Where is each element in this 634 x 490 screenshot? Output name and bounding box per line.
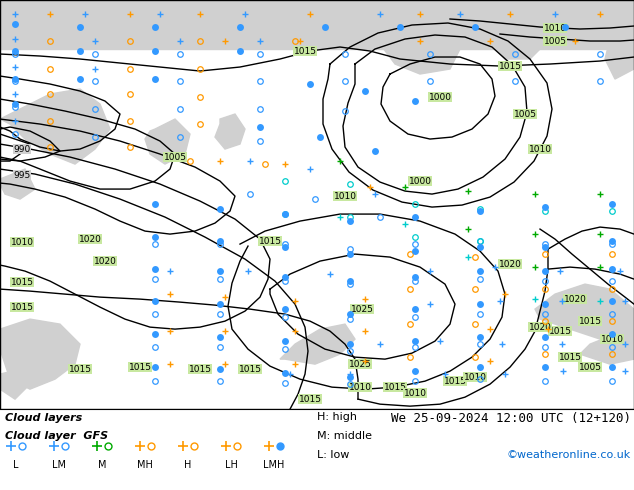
Text: 1020: 1020 [564, 294, 586, 304]
Text: 1000: 1000 [408, 176, 432, 186]
Text: 1015: 1015 [238, 365, 261, 374]
Text: We 25-09-2024 12:00 UTC (12+120): We 25-09-2024 12:00 UTC (12+120) [391, 412, 631, 425]
Text: 1025: 1025 [349, 360, 372, 368]
Text: 1010: 1010 [349, 383, 372, 392]
Polygon shape [280, 324, 355, 364]
Text: ©weatheronline.co.uk: ©weatheronline.co.uk [507, 450, 631, 460]
Text: 1020: 1020 [79, 235, 101, 244]
Polygon shape [0, 0, 60, 49]
Text: 1015: 1015 [11, 303, 34, 312]
Text: L: L [13, 460, 19, 470]
Text: 1020: 1020 [94, 257, 117, 266]
Text: 1005: 1005 [164, 152, 186, 162]
Polygon shape [0, 0, 120, 49]
Text: 1015: 1015 [498, 62, 522, 71]
Polygon shape [145, 119, 190, 164]
Text: H: H [184, 460, 191, 470]
Text: 1020: 1020 [529, 322, 552, 332]
Polygon shape [0, 319, 80, 389]
Text: 1010: 1010 [11, 238, 34, 246]
Text: 1015: 1015 [444, 377, 467, 386]
Text: 1015: 1015 [188, 365, 212, 374]
Text: H: high: H: high [317, 412, 357, 422]
Text: 1015: 1015 [129, 363, 152, 371]
Text: 1015: 1015 [259, 237, 281, 245]
Text: 1010: 1010 [403, 389, 427, 398]
Text: 1015: 1015 [299, 394, 321, 404]
Polygon shape [215, 114, 245, 149]
Polygon shape [490, 19, 545, 59]
Polygon shape [605, 34, 634, 79]
Text: Cloud layers: Cloud layers [5, 413, 82, 423]
Text: 990: 990 [13, 145, 30, 153]
Text: 995: 995 [13, 171, 30, 179]
Text: 1015: 1015 [294, 47, 316, 55]
Text: 1010: 1010 [529, 145, 552, 153]
Polygon shape [380, 24, 460, 74]
Polygon shape [0, 169, 35, 199]
Text: 1015: 1015 [548, 327, 571, 336]
Text: LH: LH [224, 460, 238, 470]
Text: 1005: 1005 [543, 37, 567, 46]
Text: 1020: 1020 [498, 260, 521, 269]
Text: 1005: 1005 [578, 363, 602, 371]
Text: 1015: 1015 [578, 317, 602, 326]
Polygon shape [0, 369, 30, 399]
Text: 1000: 1000 [429, 93, 451, 101]
Text: 1015: 1015 [11, 278, 34, 287]
Text: 1025: 1025 [351, 305, 373, 314]
Text: 1010: 1010 [600, 335, 623, 343]
Text: 1010: 1010 [333, 192, 356, 200]
Polygon shape [535, 284, 634, 349]
Text: 1015: 1015 [68, 365, 91, 374]
Text: 1010: 1010 [543, 24, 567, 32]
Text: M: M [98, 460, 107, 470]
Text: LM: LM [52, 460, 66, 470]
Polygon shape [0, 89, 110, 164]
Text: Cloud layer  GFS: Cloud layer GFS [5, 431, 108, 441]
Text: 1010: 1010 [463, 372, 486, 382]
Polygon shape [580, 334, 634, 364]
Text: L: low: L: low [317, 450, 349, 460]
Text: 1005: 1005 [514, 110, 536, 119]
Text: M: middle: M: middle [317, 431, 372, 441]
Text: MH: MH [137, 460, 153, 470]
Text: 1015: 1015 [384, 383, 406, 392]
Text: LMH: LMH [263, 460, 285, 470]
Text: 1015: 1015 [559, 353, 581, 362]
